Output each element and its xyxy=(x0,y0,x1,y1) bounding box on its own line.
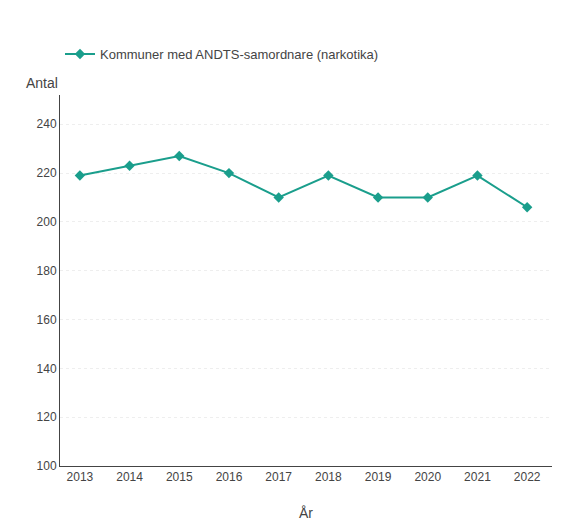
svg-text:2014: 2014 xyxy=(116,470,143,484)
svg-text:2017: 2017 xyxy=(265,470,292,484)
svg-text:100: 100 xyxy=(37,459,57,473)
svg-text:2021: 2021 xyxy=(464,470,491,484)
svg-text:140: 140 xyxy=(37,362,57,376)
svg-text:2016: 2016 xyxy=(216,470,243,484)
svg-text:2015: 2015 xyxy=(166,470,193,484)
svg-text:180: 180 xyxy=(37,264,57,278)
svg-text:240: 240 xyxy=(37,117,57,131)
svg-text:År: År xyxy=(299,505,313,521)
svg-text:2022: 2022 xyxy=(514,470,541,484)
svg-text:2019: 2019 xyxy=(365,470,392,484)
svg-text:2020: 2020 xyxy=(414,470,441,484)
svg-text:2013: 2013 xyxy=(67,470,94,484)
svg-text:Antal: Antal xyxy=(26,75,58,91)
svg-text:200: 200 xyxy=(37,215,57,229)
svg-text:2018: 2018 xyxy=(315,470,342,484)
svg-text:Kommuner med ANDTS-samordnare: Kommuner med ANDTS-samordnare (narkotika… xyxy=(100,47,378,62)
svg-text:220: 220 xyxy=(37,166,57,180)
svg-text:160: 160 xyxy=(37,313,57,327)
svg-text:120: 120 xyxy=(37,410,57,424)
